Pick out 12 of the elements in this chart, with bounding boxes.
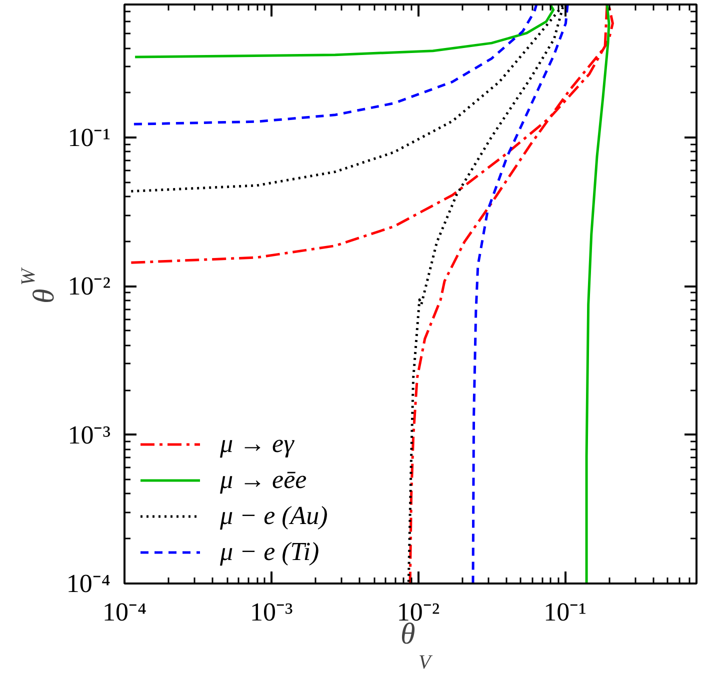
legend-label: μ → eγ [220, 429, 294, 459]
y-axis-title: θW [18, 266, 60, 304]
y-tick-label: 10⁻² [68, 272, 111, 301]
x-tick-label: 10⁻¹ [544, 598, 586, 626]
legend-label: μ − e (Au) [220, 501, 328, 531]
legend-label: μ − e (Ti) [220, 537, 320, 567]
x-tick-label: 10⁻⁴ [102, 598, 147, 626]
x-tick-label: 10⁻³ [250, 598, 293, 626]
y-tick-label: 10⁻⁴ [66, 569, 111, 598]
legend-label: μ → eēe [220, 465, 307, 495]
y-tick-label: 10⁻¹ [68, 123, 110, 152]
y-tick-label: 10⁻³ [68, 420, 111, 450]
